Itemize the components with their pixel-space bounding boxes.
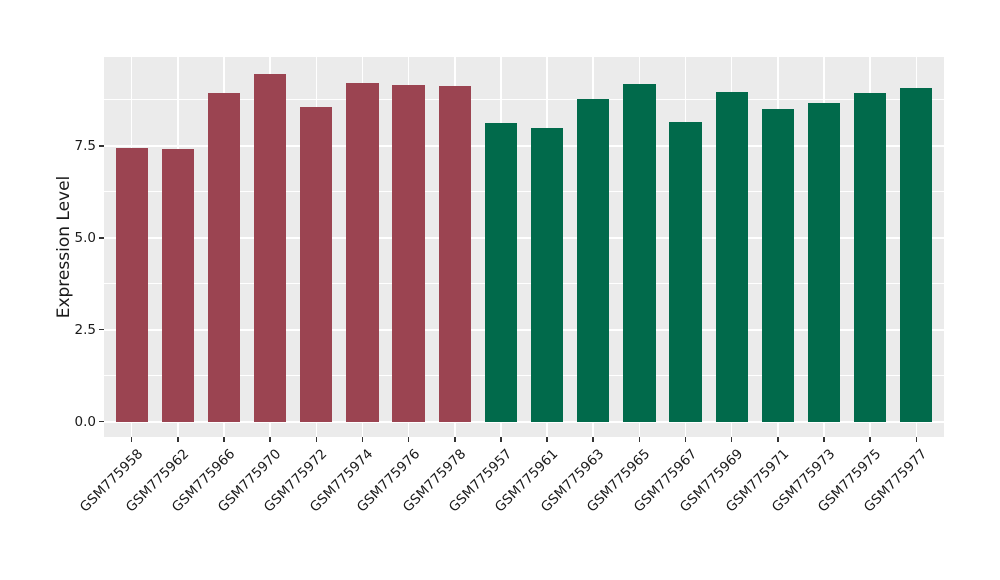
y-tick-mark bbox=[99, 237, 104, 239]
bar-GSM775971 bbox=[761, 108, 794, 422]
bar-GSM775975 bbox=[854, 92, 887, 422]
x-tick-mark bbox=[223, 437, 225, 442]
x-tick-mark bbox=[915, 437, 918, 442]
bar-GSM775962 bbox=[161, 148, 194, 422]
x-tick-mark bbox=[454, 437, 456, 442]
x-tick-mark bbox=[592, 437, 594, 442]
y-axis-title: Expression Level bbox=[54, 175, 74, 319]
major-gridline bbox=[104, 236, 944, 239]
bar-GSM775966 bbox=[207, 93, 241, 422]
bar-GSM775978 bbox=[438, 85, 471, 422]
minor-gridline bbox=[104, 375, 944, 377]
x-tick-mark bbox=[315, 437, 318, 442]
bar-GSM775957 bbox=[484, 122, 518, 422]
x-tick-mark bbox=[177, 437, 179, 442]
x-tick-mark bbox=[730, 437, 733, 442]
x-tick-mark bbox=[638, 437, 641, 442]
minor-gridline bbox=[104, 191, 944, 193]
major-gridline bbox=[104, 144, 944, 147]
bar-GSM775963 bbox=[577, 98, 610, 422]
x-tick-mark bbox=[407, 437, 410, 442]
x-tick-mark bbox=[823, 437, 825, 442]
x-tick-mark bbox=[130, 437, 133, 442]
bar-GSM775970 bbox=[254, 73, 287, 422]
y-tick-label: 2.5 bbox=[74, 321, 96, 338]
x-tick-mark bbox=[869, 437, 871, 442]
y-tick-mark bbox=[99, 145, 104, 147]
x-tick-mark bbox=[269, 437, 271, 442]
x-tick-mark bbox=[684, 437, 687, 442]
bar-GSM775961 bbox=[530, 128, 564, 422]
bar-GSM775958 bbox=[115, 147, 148, 422]
bar-GSM775973 bbox=[807, 103, 841, 422]
plot-panel bbox=[104, 57, 944, 437]
bar-GSM775972 bbox=[300, 106, 333, 422]
minor-gridline bbox=[104, 99, 944, 101]
x-tick-mark bbox=[361, 437, 364, 442]
major-gridline bbox=[104, 328, 944, 331]
y-tick-label: 0.0 bbox=[74, 413, 96, 430]
major-gridline bbox=[104, 420, 944, 423]
bar-GSM775977 bbox=[900, 87, 933, 422]
x-tick-mark bbox=[546, 437, 548, 442]
bar-GSM775974 bbox=[346, 82, 379, 422]
bar-GSM775976 bbox=[392, 85, 425, 422]
x-tick-mark bbox=[777, 437, 779, 442]
y-tick-mark bbox=[99, 328, 104, 331]
bar-GSM775967 bbox=[669, 122, 702, 422]
bar-GSM775969 bbox=[715, 91, 748, 422]
bar-GSM775965 bbox=[623, 84, 656, 422]
y-tick-mark bbox=[99, 420, 104, 423]
minor-gridline bbox=[104, 283, 944, 285]
y-tick-label: 7.5 bbox=[74, 137, 96, 154]
y-tick-label: 5.0 bbox=[74, 229, 96, 246]
x-tick-mark bbox=[500, 437, 502, 442]
